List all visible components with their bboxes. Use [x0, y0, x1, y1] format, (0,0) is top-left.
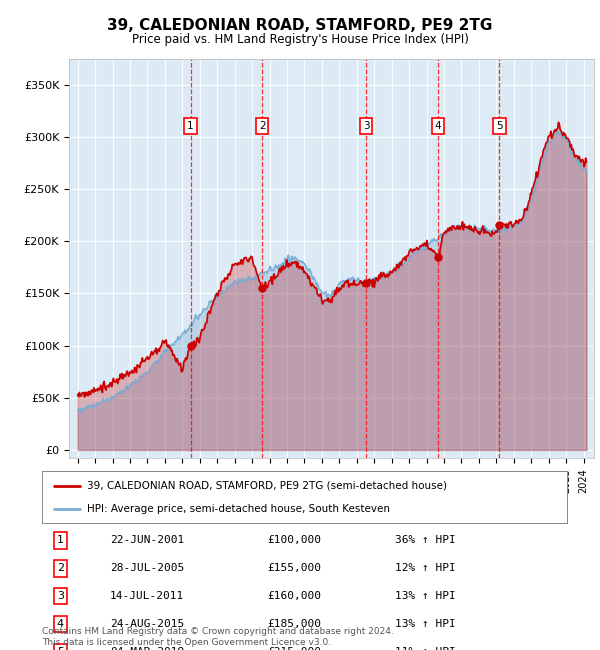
- Text: 1: 1: [187, 122, 194, 131]
- Text: 2: 2: [259, 122, 265, 131]
- Text: 39, CALEDONIAN ROAD, STAMFORD, PE9 2TG: 39, CALEDONIAN ROAD, STAMFORD, PE9 2TG: [107, 18, 493, 33]
- Text: £215,000: £215,000: [267, 647, 321, 650]
- Text: 22-JUN-2001: 22-JUN-2001: [110, 536, 184, 545]
- Text: 3: 3: [363, 122, 370, 131]
- Text: 39, CALEDONIAN ROAD, STAMFORD, PE9 2TG (semi-detached house): 39, CALEDONIAN ROAD, STAMFORD, PE9 2TG (…: [86, 481, 446, 491]
- Text: 13% ↑ HPI: 13% ↑ HPI: [395, 619, 455, 629]
- Text: Contains HM Land Registry data © Crown copyright and database right 2024.
This d: Contains HM Land Registry data © Crown c…: [42, 627, 394, 647]
- Text: 24-AUG-2015: 24-AUG-2015: [110, 619, 184, 629]
- Text: 13% ↑ HPI: 13% ↑ HPI: [395, 592, 455, 601]
- Text: £155,000: £155,000: [267, 564, 321, 573]
- Text: 14-JUL-2011: 14-JUL-2011: [110, 592, 184, 601]
- Text: £185,000: £185,000: [267, 619, 321, 629]
- Text: 5: 5: [496, 122, 503, 131]
- Text: £160,000: £160,000: [267, 592, 321, 601]
- Text: 36% ↑ HPI: 36% ↑ HPI: [395, 536, 455, 545]
- Text: 28-JUL-2005: 28-JUL-2005: [110, 564, 184, 573]
- Text: Price paid vs. HM Land Registry's House Price Index (HPI): Price paid vs. HM Land Registry's House …: [131, 32, 469, 46]
- Text: HPI: Average price, semi-detached house, South Kesteven: HPI: Average price, semi-detached house,…: [86, 504, 389, 514]
- Text: 1: 1: [57, 536, 64, 545]
- Text: 4: 4: [57, 619, 64, 629]
- Text: £100,000: £100,000: [267, 536, 321, 545]
- Text: 5: 5: [57, 647, 64, 650]
- Text: 11% ↑ HPI: 11% ↑ HPI: [395, 647, 455, 650]
- Text: 4: 4: [434, 122, 441, 131]
- Text: 2: 2: [57, 564, 64, 573]
- Text: 04-MAR-2019: 04-MAR-2019: [110, 647, 184, 650]
- Text: 12% ↑ HPI: 12% ↑ HPI: [395, 564, 455, 573]
- Text: 3: 3: [57, 592, 64, 601]
